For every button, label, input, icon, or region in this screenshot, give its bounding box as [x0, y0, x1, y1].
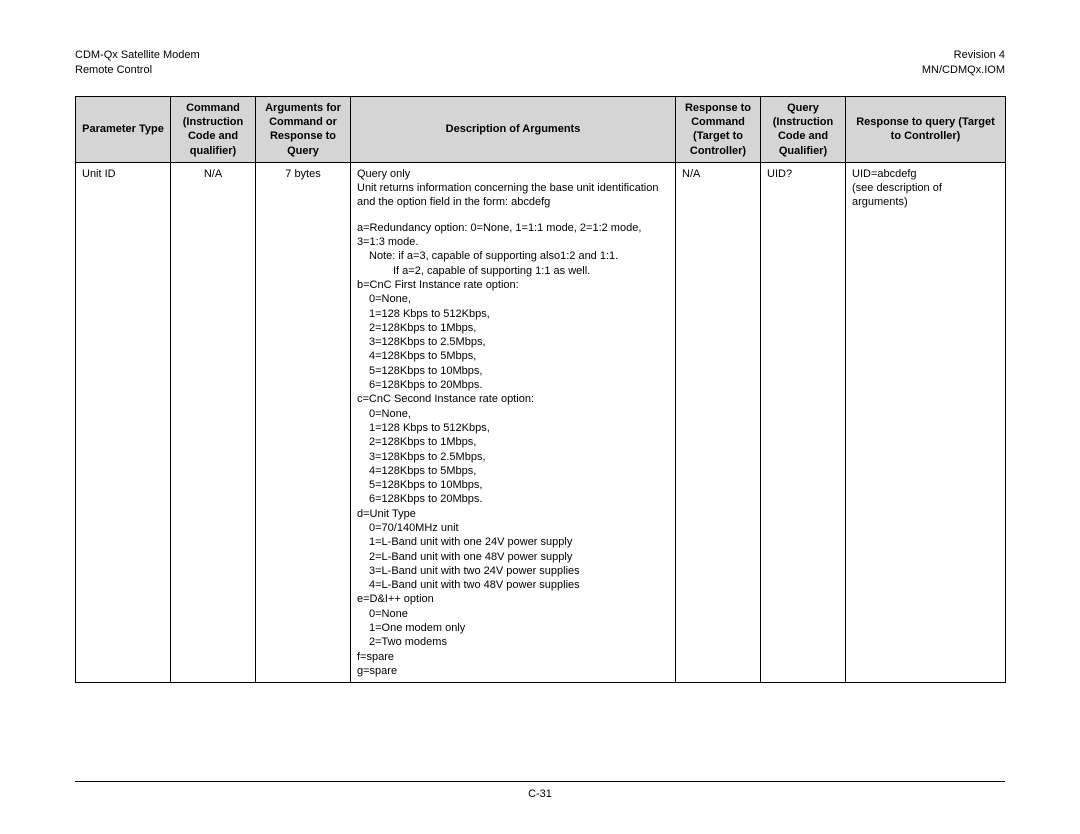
table-head: Parameter Type Command (Instruction Code… [76, 96, 1006, 162]
desc-text: d=Unit Type [357, 507, 669, 521]
desc-text: 2=Two modems [357, 635, 669, 649]
header-right-block: Revision 4 MN/CDMQx.IOM [922, 48, 1005, 78]
desc-blank [357, 210, 669, 221]
desc-text: 1=128 Kbps to 512Kbps, [357, 307, 669, 321]
header-docid: MN/CDMQx.IOM [922, 63, 1005, 78]
desc-text: 4=128Kbps to 5Mbps, [357, 464, 669, 478]
cell-arguments: 7 bytes [256, 162, 351, 682]
document-page: CDM-Qx Satellite Modem Remote Control Re… [0, 0, 1080, 834]
desc-text: 6=128Kbps to 20Mbps. [357, 378, 669, 392]
desc-text: 2=128Kbps to 1Mbps, [357, 321, 669, 335]
col-response-query: Response to query (Target to Controller) [846, 96, 1006, 162]
col-parameter-type: Parameter Type [76, 96, 171, 162]
header-revision: Revision 4 [922, 48, 1005, 63]
col-response-cmd: Response to Command (Target to Controlle… [676, 96, 761, 162]
desc-text: 0=None, [357, 407, 669, 421]
resp-query-line: UID=abcdefg [852, 167, 999, 181]
cell-parameter-type: Unit ID [76, 162, 171, 682]
desc-text: Note: if a=3, capable of supporting also… [357, 249, 669, 263]
header-section: Remote Control [75, 63, 200, 78]
desc-text: If a=2, capable of supporting 1:1 as wel… [357, 264, 669, 278]
spec-table: Parameter Type Command (Instruction Code… [75, 96, 1006, 684]
desc-text: 0=70/140MHz unit [357, 521, 669, 535]
desc-text: 0=None, [357, 292, 669, 306]
desc-text: 1=128 Kbps to 512Kbps, [357, 421, 669, 435]
page-number: C-31 [528, 788, 552, 800]
desc-text: 2=128Kbps to 1Mbps, [357, 435, 669, 449]
header-product: CDM-Qx Satellite Modem [75, 48, 200, 63]
desc-text: 3=L-Band unit with two 24V power supplie… [357, 564, 669, 578]
desc-text: a=Redundancy option: 0=None, 1=1:1 mode,… [357, 221, 669, 250]
cell-description: Query only Unit returns information conc… [351, 162, 676, 682]
desc-text: 1=One modem only [357, 621, 669, 635]
desc-text: Unit returns information concerning the … [357, 181, 669, 210]
page-header: CDM-Qx Satellite Modem Remote Control Re… [75, 48, 1005, 78]
col-command-code: Command (Instruction Code and qualifier) [171, 96, 256, 162]
col-arguments: Arguments for Command or Response to Que… [256, 96, 351, 162]
desc-text: 4=128Kbps to 5Mbps, [357, 349, 669, 363]
desc-text: 3=128Kbps to 2.5Mbps, [357, 450, 669, 464]
desc-text: 2=L-Band unit with one 48V power supply [357, 550, 669, 564]
desc-text: 4=L-Band unit with two 48V power supplie… [357, 578, 669, 592]
table-row: Unit ID N/A 7 bytes Query only Unit retu… [76, 162, 1006, 682]
cell-query-code: UID? [761, 162, 846, 682]
desc-text: e=D&I++ option [357, 592, 669, 606]
desc-text: f=spare [357, 650, 669, 664]
header-left-block: CDM-Qx Satellite Modem Remote Control [75, 48, 200, 78]
desc-text: 5=128Kbps to 10Mbps, [357, 364, 669, 378]
desc-text: 6=128Kbps to 20Mbps. [357, 492, 669, 506]
desc-text: Query only [357, 167, 669, 181]
desc-text: 1=L-Band unit with one 24V power supply [357, 535, 669, 549]
desc-text: g=spare [357, 664, 669, 678]
col-query-code: Query (Instruction Code and Qualifier) [761, 96, 846, 162]
cell-command-code: N/A [171, 162, 256, 682]
cell-response-query: UID=abcdefg (see description of argument… [846, 162, 1006, 682]
cell-response-cmd: N/A [676, 162, 761, 682]
desc-text: c=CnC Second Instance rate option: [357, 392, 669, 406]
desc-text: 5=128Kbps to 10Mbps, [357, 478, 669, 492]
resp-query-line: (see description of arguments) [852, 181, 999, 210]
desc-text: 0=None [357, 607, 669, 621]
page-footer: C-31 [75, 781, 1005, 800]
desc-text: 3=128Kbps to 2.5Mbps, [357, 335, 669, 349]
desc-text: b=CnC First Instance rate option: [357, 278, 669, 292]
col-description: Description of Arguments [351, 96, 676, 162]
